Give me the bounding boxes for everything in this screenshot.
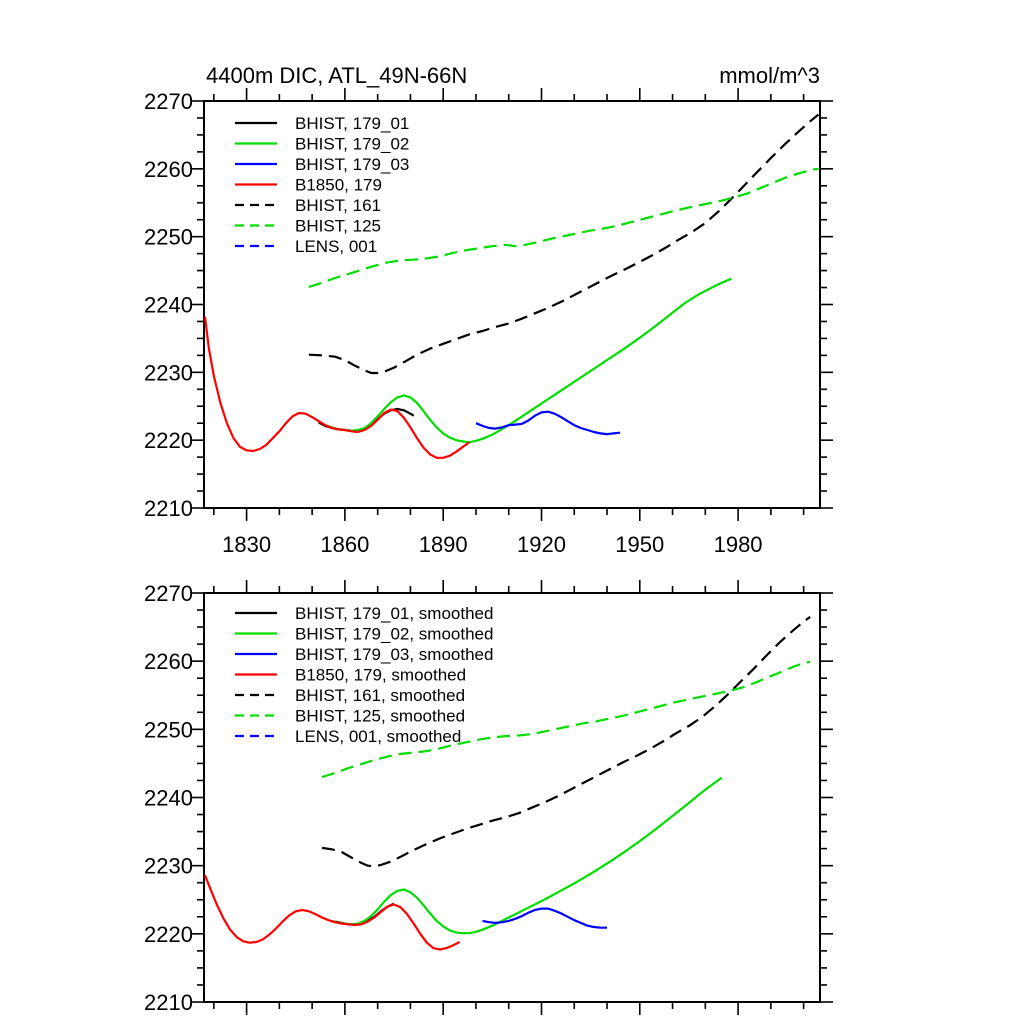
legend-label-0: BHIST, 179_01, smoothed	[295, 604, 493, 623]
series-line-4	[308, 113, 820, 375]
y-tick-label: 2260	[144, 649, 193, 674]
legend-label-3: B1850, 179	[295, 176, 382, 195]
x-tick-label: 1830	[222, 532, 271, 557]
x-tick-label: 1890	[419, 532, 468, 557]
y-tick-label: 2230	[144, 854, 193, 879]
legend-label-2: BHIST, 179_03, smoothed	[295, 645, 493, 664]
y-tick-label: 2250	[144, 225, 193, 250]
series-line-1	[324, 277, 732, 444]
series-line-2	[482, 907, 607, 929]
series-line-5	[321, 660, 811, 779]
panel-2: 2210 2220 2230 2240 2250 2260 2270 BHIST, 179_0…	[144, 580, 833, 1015]
series-line-1	[331, 776, 723, 935]
y-tick-label: 2240	[144, 786, 193, 811]
legend-label-1: BHIST, 179_02	[295, 135, 409, 154]
y-tick-label: 2230	[144, 360, 193, 385]
series-line-3	[203, 316, 471, 459]
y-tick-label: 2270	[144, 89, 193, 114]
y-tick-label: 2220	[144, 428, 193, 453]
series-line-2	[475, 410, 621, 436]
top-panel-header: 4400m DIC, ATL_49N-66N mmol/m^3	[204, 63, 820, 89]
x-tick-label: 1920	[517, 532, 566, 557]
y-tick-label: 2210	[144, 990, 193, 1015]
legend-label-6: LENS, 001	[295, 237, 377, 256]
x-tick-label: 1950	[615, 532, 664, 557]
series-line-3	[203, 874, 461, 951]
y-tick-label: 2260	[144, 157, 193, 182]
legend-label-2: BHIST, 179_03	[295, 155, 409, 174]
y-tick-label: 2210	[144, 496, 193, 521]
legend-label-5: BHIST, 125, smoothed	[295, 707, 465, 726]
legend-label-4: BHIST, 161, smoothed	[295, 686, 465, 705]
series-line-5	[308, 167, 819, 288]
panel-1: 1830 1860 1890 1920 1950 1980 2210 2220 2230 2240…	[144, 88, 833, 557]
units-label: mmol/m^3	[719, 63, 820, 88]
plot-title: 4400m DIC, ATL_49N-66N	[206, 63, 468, 88]
legend-label-5: BHIST, 125	[295, 217, 381, 236]
legend-label-4: BHIST, 161	[295, 196, 381, 215]
legend-label-0: BHIST, 179_01	[295, 114, 409, 133]
legend-label-6: LENS, 001, smoothed	[295, 727, 461, 746]
legend-label-1: BHIST, 179_02, smoothed	[295, 625, 493, 644]
x-tick-label: 1980	[714, 532, 763, 557]
y-tick-label: 2270	[144, 581, 193, 606]
x-tick-label: 1860	[320, 532, 369, 557]
legend-label-3: B1850, 179, smoothed	[295, 666, 466, 685]
y-tick-label: 2250	[144, 717, 193, 742]
series-line-4	[321, 616, 811, 868]
y-tick-label: 2240	[144, 293, 193, 318]
y-tick-label: 2220	[144, 922, 193, 947]
